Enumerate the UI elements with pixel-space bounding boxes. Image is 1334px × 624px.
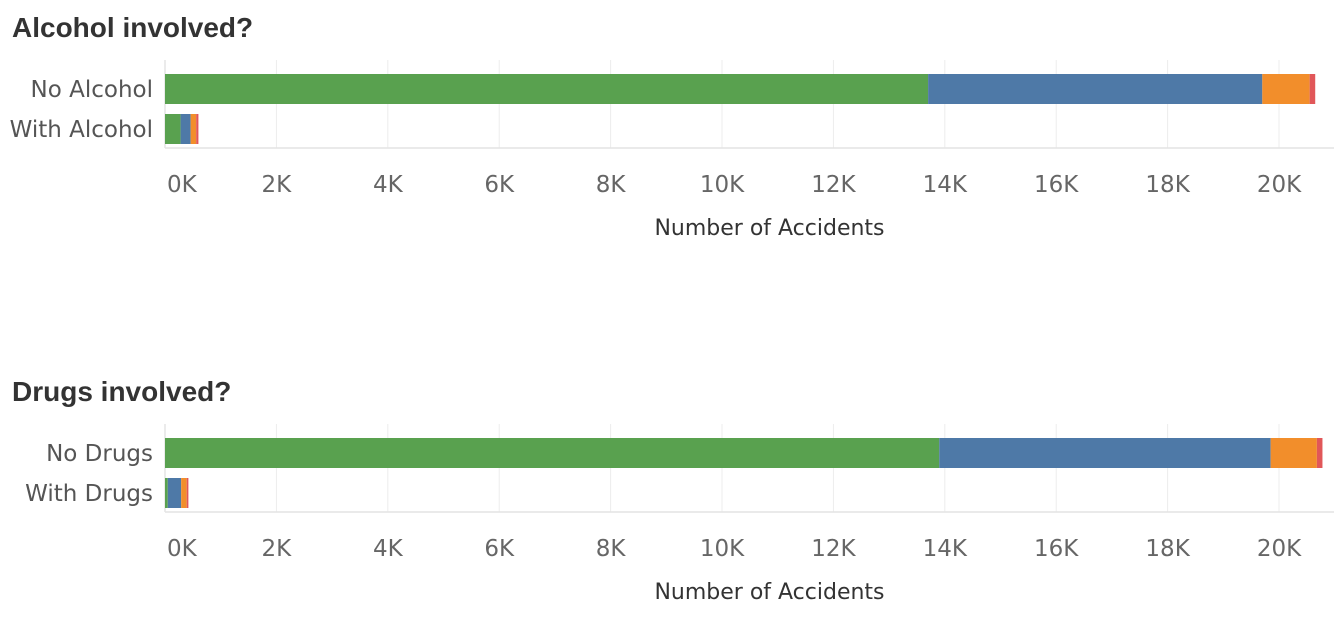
bar-segment[interactable] <box>165 438 940 468</box>
category-label: No Alcohol <box>31 77 153 103</box>
x-tick-label: 16K <box>1034 172 1079 198</box>
bar-segment[interactable] <box>186 478 189 508</box>
x-tick-label: 0K <box>167 536 198 562</box>
bar-segment[interactable] <box>167 478 182 508</box>
x-tick-label: 12K <box>811 536 856 562</box>
x-tick-label: 20K <box>1257 172 1302 198</box>
x-tick-label: 6K <box>484 536 515 562</box>
x-tick-label: 18K <box>1145 172 1190 198</box>
bar-segment[interactable] <box>165 478 168 508</box>
x-tick-label: 6K <box>484 172 515 198</box>
x-tick-label: 16K <box>1034 536 1079 562</box>
bar-segment[interactable] <box>181 478 187 508</box>
x-tick-label: 2K <box>262 536 293 562</box>
alcohol-chart: No Alcohol With Alcohol 0K 2K 4K 6K 8K 10K 12K 14… <box>10 60 1334 241</box>
bar-segment[interactable] <box>928 74 1263 104</box>
x-tick-label: 0K <box>167 172 198 198</box>
bar-segment[interactable] <box>165 74 929 104</box>
x-tick-label: 10K <box>700 536 745 562</box>
bar-segment[interactable] <box>1316 438 1323 468</box>
x-tick-label: 2K <box>262 172 293 198</box>
x-tick-label: 14K <box>923 536 968 562</box>
x-axis-title: Number of Accidents <box>654 580 884 605</box>
x-tick-label: 8K <box>596 536 627 562</box>
bar-segment[interactable] <box>1270 438 1317 468</box>
bar-segment[interactable] <box>1262 74 1310 104</box>
bar-segment[interactable] <box>196 114 199 144</box>
bar-segment[interactable] <box>165 114 181 144</box>
x-tick-label: 8K <box>596 172 627 198</box>
category-label: No Drugs <box>46 441 153 467</box>
x-tick-label: 14K <box>923 172 968 198</box>
x-tick-label: 10K <box>700 172 745 198</box>
category-label: With Alcohol <box>10 117 153 143</box>
x-tick-label: 4K <box>373 172 404 198</box>
x-tick-label: 4K <box>373 536 404 562</box>
chart-title-drugs: Drugs involved? <box>12 376 232 407</box>
bar-segment[interactable] <box>190 114 197 144</box>
x-tick-label: 12K <box>811 172 856 198</box>
x-tick-label: 20K <box>1257 536 1302 562</box>
chart-title-alcohol: Alcohol involved? <box>12 12 254 43</box>
bar-segment[interactable] <box>1309 74 1316 104</box>
x-axis-title: Number of Accidents <box>654 216 884 241</box>
x-tick-label: 18K <box>1145 536 1190 562</box>
bar-segment[interactable] <box>180 114 191 144</box>
bar-segment[interactable] <box>939 438 1271 468</box>
drugs-chart: No Drugs With Drugs 0K 2K 4K 6K 8K 10K 12K 14K 16K… <box>25 424 1334 605</box>
category-label: With Drugs <box>25 481 153 507</box>
